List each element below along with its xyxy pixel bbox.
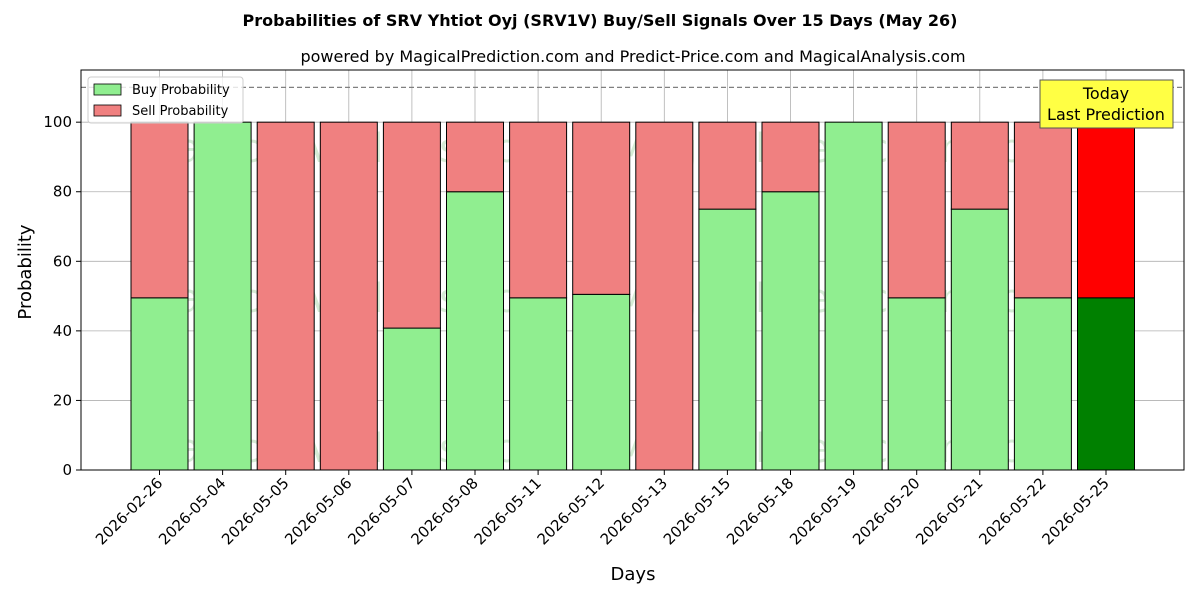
y-tick-label: 80 [53,183,72,201]
legend-frame [87,76,244,124]
today-annotation: Today Last Prediction [1039,79,1174,129]
y-tick-label: 100 [43,113,72,131]
bar-buy-2026-05-08 [446,191,504,471]
bar-buy-2026-05-11 [509,297,568,471]
legend-swatch-sell [93,104,122,117]
bar-sell-2026-02-26 [130,121,189,299]
legend-swatch-buy [93,83,122,96]
bar-sell-2026-05-22 [1013,121,1072,299]
bar-buy-2026-05-12 [572,293,631,471]
bar-sell-2026-05-08 [446,121,504,193]
bar-buy-2026-05-19 [824,121,883,471]
bar-buy-2026-05-25 [1077,297,1135,471]
bar-sell-2026-05-13 [635,121,694,471]
bars [130,121,1135,471]
y-tick-label: 60 [53,252,72,270]
chart-title: Probabilities of SRV Yhtiot Oyj (SRV1V) … [243,11,958,30]
bar-buy-2026-05-18 [761,191,820,471]
bar-buy-2026-05-15 [698,208,757,471]
annotation-line: Today [1082,84,1129,103]
bar-sell-2026-05-05 [256,121,315,471]
bar-sell-2026-05-12 [572,121,631,295]
bar-sell-2026-05-18 [761,121,820,193]
bar-sell-2026-05-15 [698,121,757,210]
bar-sell-2026-05-11 [509,121,568,299]
bar-sell-2026-05-21 [950,121,1009,210]
bar-buy-2026-05-21 [950,208,1009,471]
y-axis-ticks: 0 20 40 60 80 100 [43,113,81,479]
y-tick-label: 40 [53,322,72,340]
annotation-box [1039,79,1174,129]
bar-buy-2026-02-26 [130,297,189,471]
y-tick-label: 0 [62,461,72,479]
bar-sell-2026-05-06 [319,121,378,471]
bar-buy-2026-05-04 [193,121,252,471]
legend-label-buy: Buy Probability [132,83,230,98]
legend-label-sell: Sell Probability [132,104,229,119]
y-tick-label: 20 [53,391,72,409]
legend: Buy Probability Sell Probability [87,76,244,124]
bar-sell-2026-05-20 [887,121,946,299]
bar-buy-2026-05-20 [887,297,946,471]
bar-buy-2026-05-22 [1013,297,1072,471]
plot-frame [80,69,1185,471]
bar-sell-2026-05-25 [1077,121,1135,299]
x-axis-label: Days [611,564,656,585]
y-axis-label: Probability [15,224,36,319]
chart-subtitle: powered by MagicalPrediction.com and Pre… [300,47,965,66]
annotation-line: Last Prediction [1047,105,1165,124]
bar-buy-2026-05-07 [382,327,441,471]
bar-sell-2026-05-07 [382,121,441,329]
